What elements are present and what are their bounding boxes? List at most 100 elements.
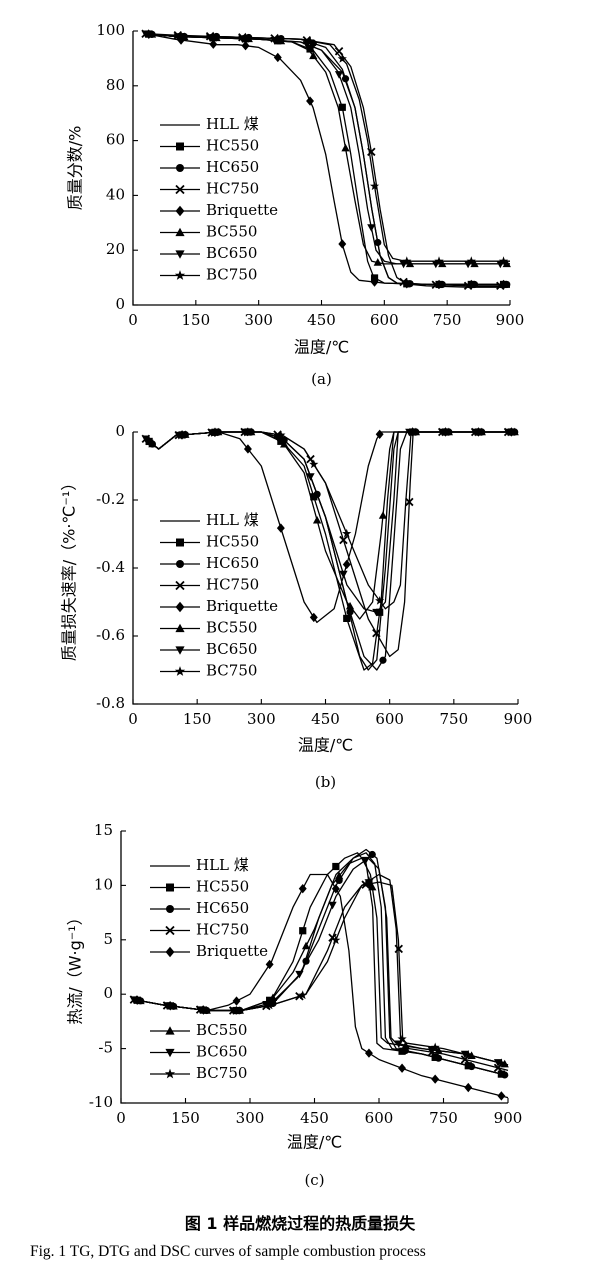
legend-entry: HC650 [206, 554, 259, 572]
y-axis-label: 质量分数/% [66, 126, 85, 211]
x-tick-label: 600 [370, 311, 399, 329]
y-tick-label: 20 [106, 240, 125, 258]
x-tick-label: 450 [300, 1109, 329, 1127]
series-point-7 [506, 427, 516, 436]
series-point-5 [309, 51, 318, 60]
y-tick-label: -0.2 [96, 490, 125, 508]
legend-marker [165, 1048, 175, 1058]
series-line-6 [145, 431, 518, 613]
series-point-7 [473, 427, 484, 436]
y-tick-label: -5 [98, 1039, 113, 1057]
legend-entry: HLL 煤 [196, 856, 249, 874]
series-point-4 [306, 96, 315, 106]
series-point-5 [280, 439, 289, 448]
series-point-7 [498, 256, 509, 266]
legend-entry: HLL 煤 [206, 115, 259, 133]
y-tick-label: 40 [106, 185, 125, 203]
y-tick-label: 0 [115, 295, 125, 313]
legend-entry: Briquette [196, 942, 268, 960]
legend-entry: HC550 [196, 878, 249, 896]
series-point-5 [373, 258, 382, 266]
series-point-7 [331, 935, 341, 945]
y-tick-label: -0.6 [96, 626, 125, 644]
series-point-1 [338, 103, 346, 111]
series-point-7 [265, 1000, 275, 1010]
x-axis-label: 温度/℃ [298, 736, 353, 755]
x-tick-label: 900 [494, 1109, 523, 1127]
y-tick-label: 0 [103, 984, 113, 1002]
legend-marker [175, 250, 185, 259]
legend-entry: HC650 [196, 899, 249, 917]
series-line-1 [145, 33, 510, 286]
legend-entry: BC750 [206, 662, 257, 680]
y-tick-label: -0.8 [96, 694, 125, 712]
series-point-2 [341, 75, 350, 83]
series-point-6 [306, 473, 315, 481]
series-point-2 [379, 656, 387, 664]
legend-entry: HC650 [206, 158, 259, 176]
legend-entry: Briquette [206, 597, 278, 615]
legend-marker [174, 666, 186, 676]
y-tick-label: 15 [94, 821, 113, 839]
series-point-3 [405, 497, 414, 507]
series-point-1 [376, 608, 384, 616]
series-point-1 [310, 493, 318, 501]
series-point-4 [370, 277, 379, 287]
series-point-3 [372, 628, 381, 638]
series-point-7 [132, 995, 142, 1005]
x-tick-label: 600 [365, 1109, 394, 1127]
series-line-4 [145, 33, 510, 286]
series-point-4 [265, 959, 274, 970]
series-line-3 [145, 33, 510, 287]
y-tick-label: 5 [103, 930, 113, 948]
x-tick-label: 150 [183, 710, 212, 728]
legend-marker [165, 946, 175, 958]
series-point-7 [305, 36, 315, 45]
series-line-2 [145, 431, 518, 671]
legend-entry: BC550 [206, 619, 257, 637]
y-tick-label: 10 [94, 875, 113, 893]
x-tick-label: 750 [429, 1109, 458, 1127]
series-point-5 [345, 601, 355, 610]
legend-marker [164, 1068, 176, 1079]
series-line-2 [145, 33, 510, 286]
series-point-4 [431, 1074, 440, 1084]
x-tick-label: 600 [375, 710, 404, 728]
series-point-4 [467, 279, 476, 290]
series-point-5 [368, 882, 377, 891]
series-point-6 [339, 570, 348, 579]
series-point-2 [374, 238, 382, 247]
legend-marker [176, 142, 184, 151]
legend-marker [166, 883, 174, 892]
series-point-5 [335, 871, 344, 880]
series-point-7 [176, 31, 186, 41]
series-point-7 [402, 256, 412, 266]
series-point-7 [430, 1042, 440, 1052]
series-point-7 [408, 427, 418, 436]
y-tick-label: 0 [115, 422, 125, 440]
legend-marker [176, 560, 184, 568]
legend-entry: BC550 [206, 223, 257, 241]
x-tick-label: 750 [433, 311, 462, 329]
legend-entry: HC750 [196, 921, 249, 939]
series-point-2 [467, 1062, 476, 1071]
series-point-4 [273, 52, 282, 63]
series-point-4 [298, 883, 307, 894]
axes-frame [132, 432, 518, 705]
legend-marker [175, 580, 185, 591]
series-line-7 [145, 431, 518, 610]
series-point-7 [375, 596, 385, 605]
legend-marker [175, 184, 185, 195]
x-tick-label: 900 [504, 710, 533, 728]
series-point-6 [367, 224, 376, 232]
figure-caption-english: Fig. 1 TG, DTG and DSC curves of sample … [30, 1243, 426, 1260]
series-point-5 [341, 143, 350, 152]
series-point-4 [309, 612, 318, 623]
series-point-7 [463, 1050, 473, 1059]
series-point-7 [364, 876, 374, 885]
series-line-5 [145, 33, 510, 265]
axes-frame [120, 831, 508, 1104]
series-point-7 [240, 32, 251, 42]
series-point-4 [338, 239, 347, 249]
x-tick-label: 150 [182, 311, 211, 329]
